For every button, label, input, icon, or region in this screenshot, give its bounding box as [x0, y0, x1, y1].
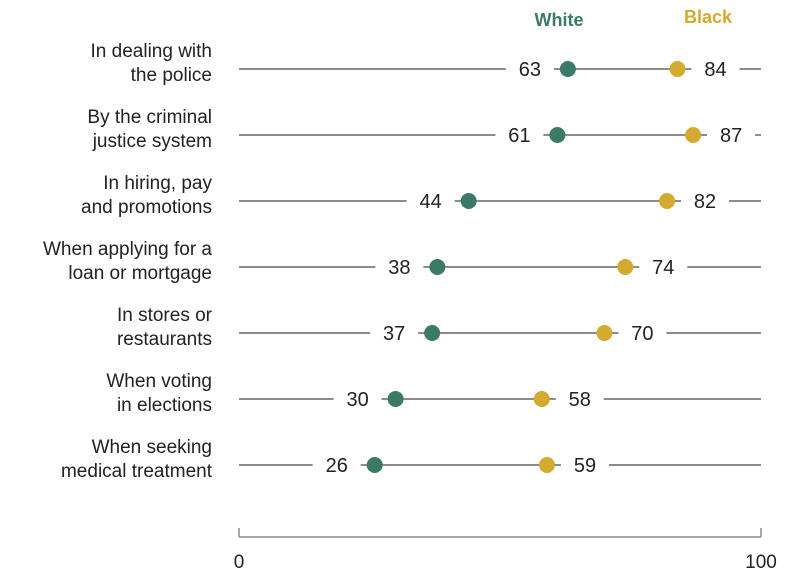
tick-label: 0 — [234, 552, 245, 571]
white-dot — [559, 61, 576, 77]
black-value-label: 74 — [652, 257, 674, 279]
category-label: and promotions — [81, 197, 212, 218]
category-label: In stores or — [117, 305, 213, 326]
black-label-gap — [691, 65, 740, 73]
black-value-label: 58 — [569, 389, 591, 411]
black-label-gap — [618, 329, 667, 337]
white-label-gap — [406, 197, 455, 205]
white-value-label: 61 — [508, 125, 530, 147]
black-dot — [685, 127, 702, 143]
category-label: justice system — [92, 131, 212, 152]
black-value-label: 59 — [574, 455, 596, 477]
chart-row: In dealing with the police 63 84 — [91, 41, 761, 86]
white-value-label: 26 — [326, 455, 348, 477]
black-dot — [669, 61, 686, 77]
legend: White Black — [535, 7, 733, 30]
white-label-gap — [495, 131, 544, 139]
black-dot — [659, 193, 676, 209]
black-label-gap — [639, 263, 688, 271]
white-dot — [460, 193, 477, 209]
white-value-label: 44 — [420, 191, 442, 213]
category-label: When seeking — [92, 437, 212, 458]
black-value-label: 70 — [631, 323, 653, 345]
white-dot — [424, 325, 441, 341]
chart-row: When applying for a loan or mortgage 38 74 — [43, 239, 761, 284]
black-dot — [538, 457, 555, 473]
category-label: the police — [131, 65, 212, 86]
category-label: in elections — [117, 395, 212, 416]
white-dot — [366, 457, 383, 473]
white-dot — [429, 259, 446, 275]
white-dot — [387, 391, 404, 407]
white-value-label: 37 — [383, 323, 405, 345]
chart-row: In stores or restaurants 37 70 — [117, 305, 761, 350]
black-value-label: 84 — [704, 59, 726, 81]
white-dot — [549, 127, 566, 143]
black-label-gap — [681, 197, 730, 205]
white-label-gap — [370, 329, 419, 337]
white-label-gap — [375, 263, 424, 271]
black-value-label: 87 — [720, 125, 742, 147]
chart-row: In hiring, pay and promotions 44 82 — [81, 173, 761, 218]
black-label-gap — [560, 461, 609, 469]
category-label: restaurants — [117, 329, 212, 350]
black-dot — [533, 391, 550, 407]
tick-label: 100 — [745, 552, 777, 571]
category-label: In dealing with — [91, 41, 212, 62]
black-dot — [617, 259, 634, 275]
white-value-label: 63 — [519, 59, 541, 81]
chart-row: By the criminal justice system 61 87 — [87, 107, 761, 152]
white-label-gap — [333, 395, 382, 403]
category-label: loan or mortgage — [68, 263, 212, 284]
category-label: In hiring, pay — [103, 173, 212, 194]
category-label: medical treatment — [61, 461, 213, 482]
black-label-gap — [555, 395, 604, 403]
category-label: When applying for a — [43, 239, 212, 260]
white-label-gap — [312, 461, 361, 469]
legend-black: Black — [684, 7, 733, 27]
chart-row: When voting in elections 30 58 — [106, 371, 761, 416]
white-label-gap — [505, 65, 554, 73]
chart-rows: In dealing with the police 63 84 By the crim… — [43, 41, 761, 482]
white-value-label: 30 — [346, 389, 368, 411]
black-value-label: 82 — [694, 191, 716, 213]
category-label: By the criminal — [87, 107, 212, 128]
white-value-label: 38 — [388, 257, 410, 279]
black-label-gap — [707, 131, 756, 139]
legend-white: White — [535, 10, 584, 30]
x-axis: 0 100 — [234, 528, 777, 571]
black-dot — [596, 325, 613, 341]
chart-row: When seeking medical treatment 26 59 — [61, 437, 761, 482]
category-label: When voting — [106, 371, 212, 392]
